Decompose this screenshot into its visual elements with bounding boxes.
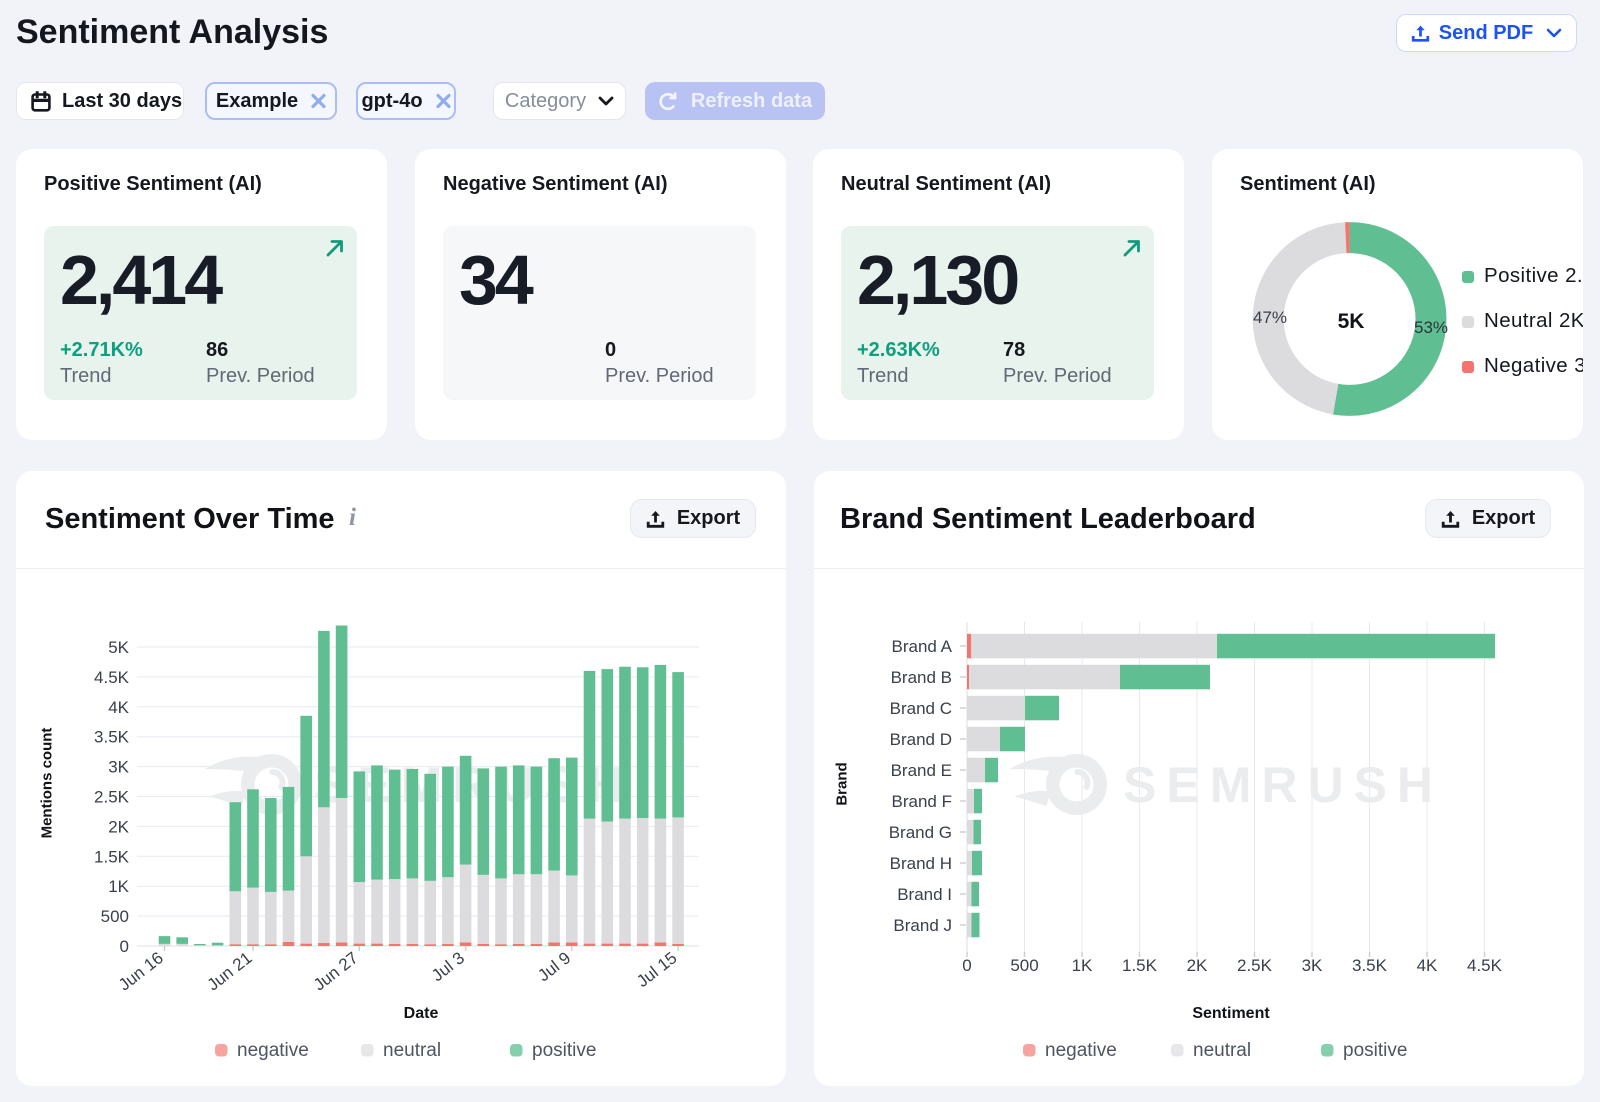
svg-text:3K: 3K <box>108 758 129 777</box>
svg-text:47%: 47% <box>1253 308 1287 327</box>
svg-text:2.5K: 2.5K <box>1237 956 1273 975</box>
svg-text:positive: positive <box>1343 1040 1407 1061</box>
svg-text:neutral: neutral <box>1193 1040 1251 1061</box>
svg-text:Brand F: Brand F <box>892 792 952 811</box>
svg-text:Jul 9: Jul 9 <box>534 948 574 985</box>
svg-text:500: 500 <box>101 907 129 926</box>
svg-text:Brand I: Brand I <box>897 885 952 904</box>
svg-text:5K: 5K <box>108 638 129 657</box>
svg-text:1.5K: 1.5K <box>1122 956 1158 975</box>
svg-text:Brand B: Brand B <box>891 668 952 687</box>
svg-text:2.5K: 2.5K <box>94 788 130 807</box>
svg-text:3.5K: 3.5K <box>1352 956 1388 975</box>
svg-text:Brand: Brand <box>834 762 851 805</box>
svg-text:4.5K: 4.5K <box>1467 956 1503 975</box>
svg-text:Positive 2.4K: Positive 2.4K <box>1484 264 1600 287</box>
svg-text:2K: 2K <box>1187 956 1208 975</box>
svg-text:negative: negative <box>1045 1040 1117 1061</box>
svg-text:Neutral 2K: Neutral 2K <box>1484 309 1585 332</box>
svg-text:Date: Date <box>404 1005 439 1022</box>
svg-text:Negative 34: Negative 34 <box>1484 354 1598 377</box>
svg-text:4K: 4K <box>1417 956 1438 975</box>
svg-text:500: 500 <box>1010 956 1038 975</box>
svg-text:Jun 21: Jun 21 <box>204 948 256 994</box>
svg-text:neutral: neutral <box>383 1040 441 1061</box>
svg-text:Jul 15: Jul 15 <box>633 948 680 991</box>
svg-text:positive: positive <box>532 1040 596 1061</box>
svg-text:2K: 2K <box>108 817 129 836</box>
svg-text:5K: 5K <box>1338 310 1365 333</box>
svg-text:Brand G: Brand G <box>889 823 952 842</box>
svg-text:0: 0 <box>962 956 971 975</box>
svg-text:3.5K: 3.5K <box>94 728 130 747</box>
svg-text:Mentions count: Mentions count <box>39 728 56 839</box>
svg-text:Brand E: Brand E <box>891 761 952 780</box>
svg-text:Jun 27: Jun 27 <box>310 948 362 994</box>
svg-text:Jul 3: Jul 3 <box>428 948 468 985</box>
svg-text:3K: 3K <box>1302 956 1323 975</box>
svg-text:Brand A: Brand A <box>892 637 953 656</box>
svg-text:4K: 4K <box>108 698 129 717</box>
svg-text:1K: 1K <box>108 877 129 896</box>
svg-text:negative: negative <box>237 1040 309 1061</box>
svg-text:4.5K: 4.5K <box>94 668 130 687</box>
svg-text:1K: 1K <box>1072 956 1093 975</box>
svg-text:53%: 53% <box>1414 318 1448 337</box>
svg-text:Brand H: Brand H <box>890 854 952 873</box>
svg-text:1.5K: 1.5K <box>94 847 130 866</box>
svg-text:Brand C: Brand C <box>890 699 952 718</box>
svg-text:Brand D: Brand D <box>890 730 952 749</box>
svg-text:Brand J: Brand J <box>893 916 952 935</box>
svg-text:0: 0 <box>120 937 129 956</box>
svg-text:Sentiment: Sentiment <box>1192 1005 1270 1022</box>
svg-text:SEMRUSH: SEMRUSH <box>1123 757 1443 813</box>
